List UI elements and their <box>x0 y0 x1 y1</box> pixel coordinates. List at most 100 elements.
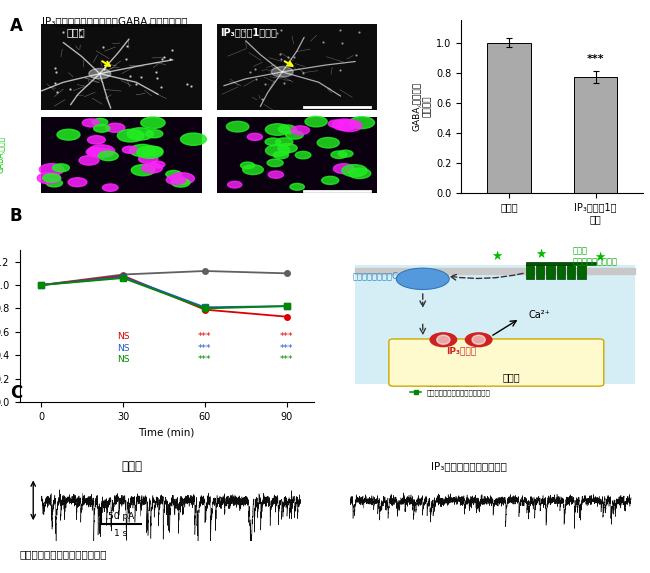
Circle shape <box>331 151 347 159</box>
Circle shape <box>53 164 70 172</box>
Circle shape <box>332 119 357 131</box>
Circle shape <box>82 119 99 127</box>
Circle shape <box>338 150 353 157</box>
Circle shape <box>131 164 155 176</box>
X-axis label: Time (min): Time (min) <box>138 427 195 437</box>
Circle shape <box>79 156 99 165</box>
Text: IP₃受容体: IP₃受容体 <box>446 346 476 355</box>
Circle shape <box>144 146 163 155</box>
Circle shape <box>129 144 155 156</box>
Bar <box>42 117 202 193</box>
Text: NS: NS <box>117 344 129 353</box>
Circle shape <box>138 155 158 163</box>
Circle shape <box>240 162 255 168</box>
Text: ***: *** <box>198 344 211 353</box>
Circle shape <box>322 176 339 185</box>
FancyBboxPatch shape <box>389 339 604 386</box>
Text: 無処理: 無処理 <box>122 460 142 473</box>
Text: IP₃受容体1型欠損: IP₃受容体1型欠損 <box>220 27 277 37</box>
Circle shape <box>295 151 311 159</box>
Circle shape <box>166 175 186 185</box>
Bar <box>577 264 586 279</box>
Text: IP₃受容体活性化経路阔害: IP₃受容体活性化経路阔害 <box>431 461 507 471</box>
Text: ***: *** <box>280 344 293 353</box>
Bar <box>42 23 202 110</box>
Circle shape <box>98 151 118 160</box>
Ellipse shape <box>472 335 486 344</box>
Circle shape <box>122 146 137 154</box>
Bar <box>536 264 544 279</box>
Bar <box>526 264 534 279</box>
Circle shape <box>291 126 309 135</box>
Bar <box>556 264 565 279</box>
Circle shape <box>349 117 374 129</box>
Text: GABA⁁受容体: GABA⁁受容体 <box>0 136 6 174</box>
Text: ★: ★ <box>535 248 546 261</box>
Circle shape <box>271 66 293 77</box>
Circle shape <box>276 138 293 146</box>
Text: IP₃受容体が失われた時のGABA⁁受容体の様子: IP₃受容体が失われた時のGABA⁁受容体の様子 <box>42 17 188 28</box>
Text: ***: *** <box>587 54 605 64</box>
Text: 1 s: 1 s <box>114 529 127 539</box>
Circle shape <box>333 164 354 174</box>
Circle shape <box>172 178 190 187</box>
Circle shape <box>92 119 108 126</box>
Circle shape <box>142 163 162 173</box>
Circle shape <box>181 133 206 146</box>
Text: ★: ★ <box>491 249 502 262</box>
FancyBboxPatch shape <box>355 265 634 384</box>
Circle shape <box>150 161 165 168</box>
Circle shape <box>465 333 492 347</box>
Circle shape <box>267 159 283 167</box>
Circle shape <box>57 129 80 140</box>
Circle shape <box>247 134 263 140</box>
Circle shape <box>273 151 289 159</box>
Circle shape <box>86 147 105 156</box>
Text: ★: ★ <box>593 251 605 264</box>
Circle shape <box>94 124 110 132</box>
Ellipse shape <box>396 268 449 289</box>
Circle shape <box>43 174 60 182</box>
Bar <box>216 117 377 193</box>
Circle shape <box>337 120 362 132</box>
Ellipse shape <box>437 335 450 344</box>
Circle shape <box>265 145 290 156</box>
Circle shape <box>226 121 249 132</box>
Circle shape <box>88 145 115 158</box>
Circle shape <box>166 170 181 178</box>
Text: ***: *** <box>280 355 293 364</box>
Text: Ca²⁺: Ca²⁺ <box>528 311 551 320</box>
Text: B: B <box>10 207 22 225</box>
Circle shape <box>265 138 281 146</box>
Text: ホスホリパーゼッC: ホスホリパーゼッC <box>352 271 398 280</box>
Circle shape <box>430 333 456 347</box>
Bar <box>574 77 618 193</box>
Text: C: C <box>10 384 22 402</box>
Circle shape <box>106 123 125 132</box>
Text: 小胞体: 小胞体 <box>502 372 520 382</box>
Circle shape <box>88 136 105 144</box>
Circle shape <box>37 172 61 184</box>
Circle shape <box>242 165 263 175</box>
Circle shape <box>68 178 87 187</box>
Circle shape <box>265 124 290 135</box>
Circle shape <box>278 143 297 152</box>
Circle shape <box>46 179 62 187</box>
Circle shape <box>290 183 304 190</box>
Legend: 無処理, IP₃受容体の阔害, ホスホリパーゼッCの阔害, 代謝型グルタミン酸受容体の阔害: 無処理, IP₃受容体の阔害, ホスホリパーゼッCの阔害, 代謝型グルタミン酸受… <box>408 356 493 399</box>
Bar <box>526 262 596 265</box>
Circle shape <box>137 146 163 158</box>
Bar <box>567 264 575 279</box>
Circle shape <box>170 173 194 185</box>
Y-axis label: GABA⁁受容体の
集積の量: GABA⁁受容体の 集積の量 <box>412 82 432 131</box>
Circle shape <box>117 129 144 142</box>
Text: 代謝型
グルタミン酸受容体: 代謝型 グルタミン酸受容体 <box>573 247 618 267</box>
Circle shape <box>268 171 283 178</box>
Text: 野生型: 野生型 <box>67 27 86 37</box>
Circle shape <box>317 138 339 148</box>
Bar <box>547 264 554 279</box>
Circle shape <box>227 181 242 188</box>
Bar <box>216 23 377 110</box>
Text: NS: NS <box>117 332 129 341</box>
Bar <box>487 42 530 193</box>
